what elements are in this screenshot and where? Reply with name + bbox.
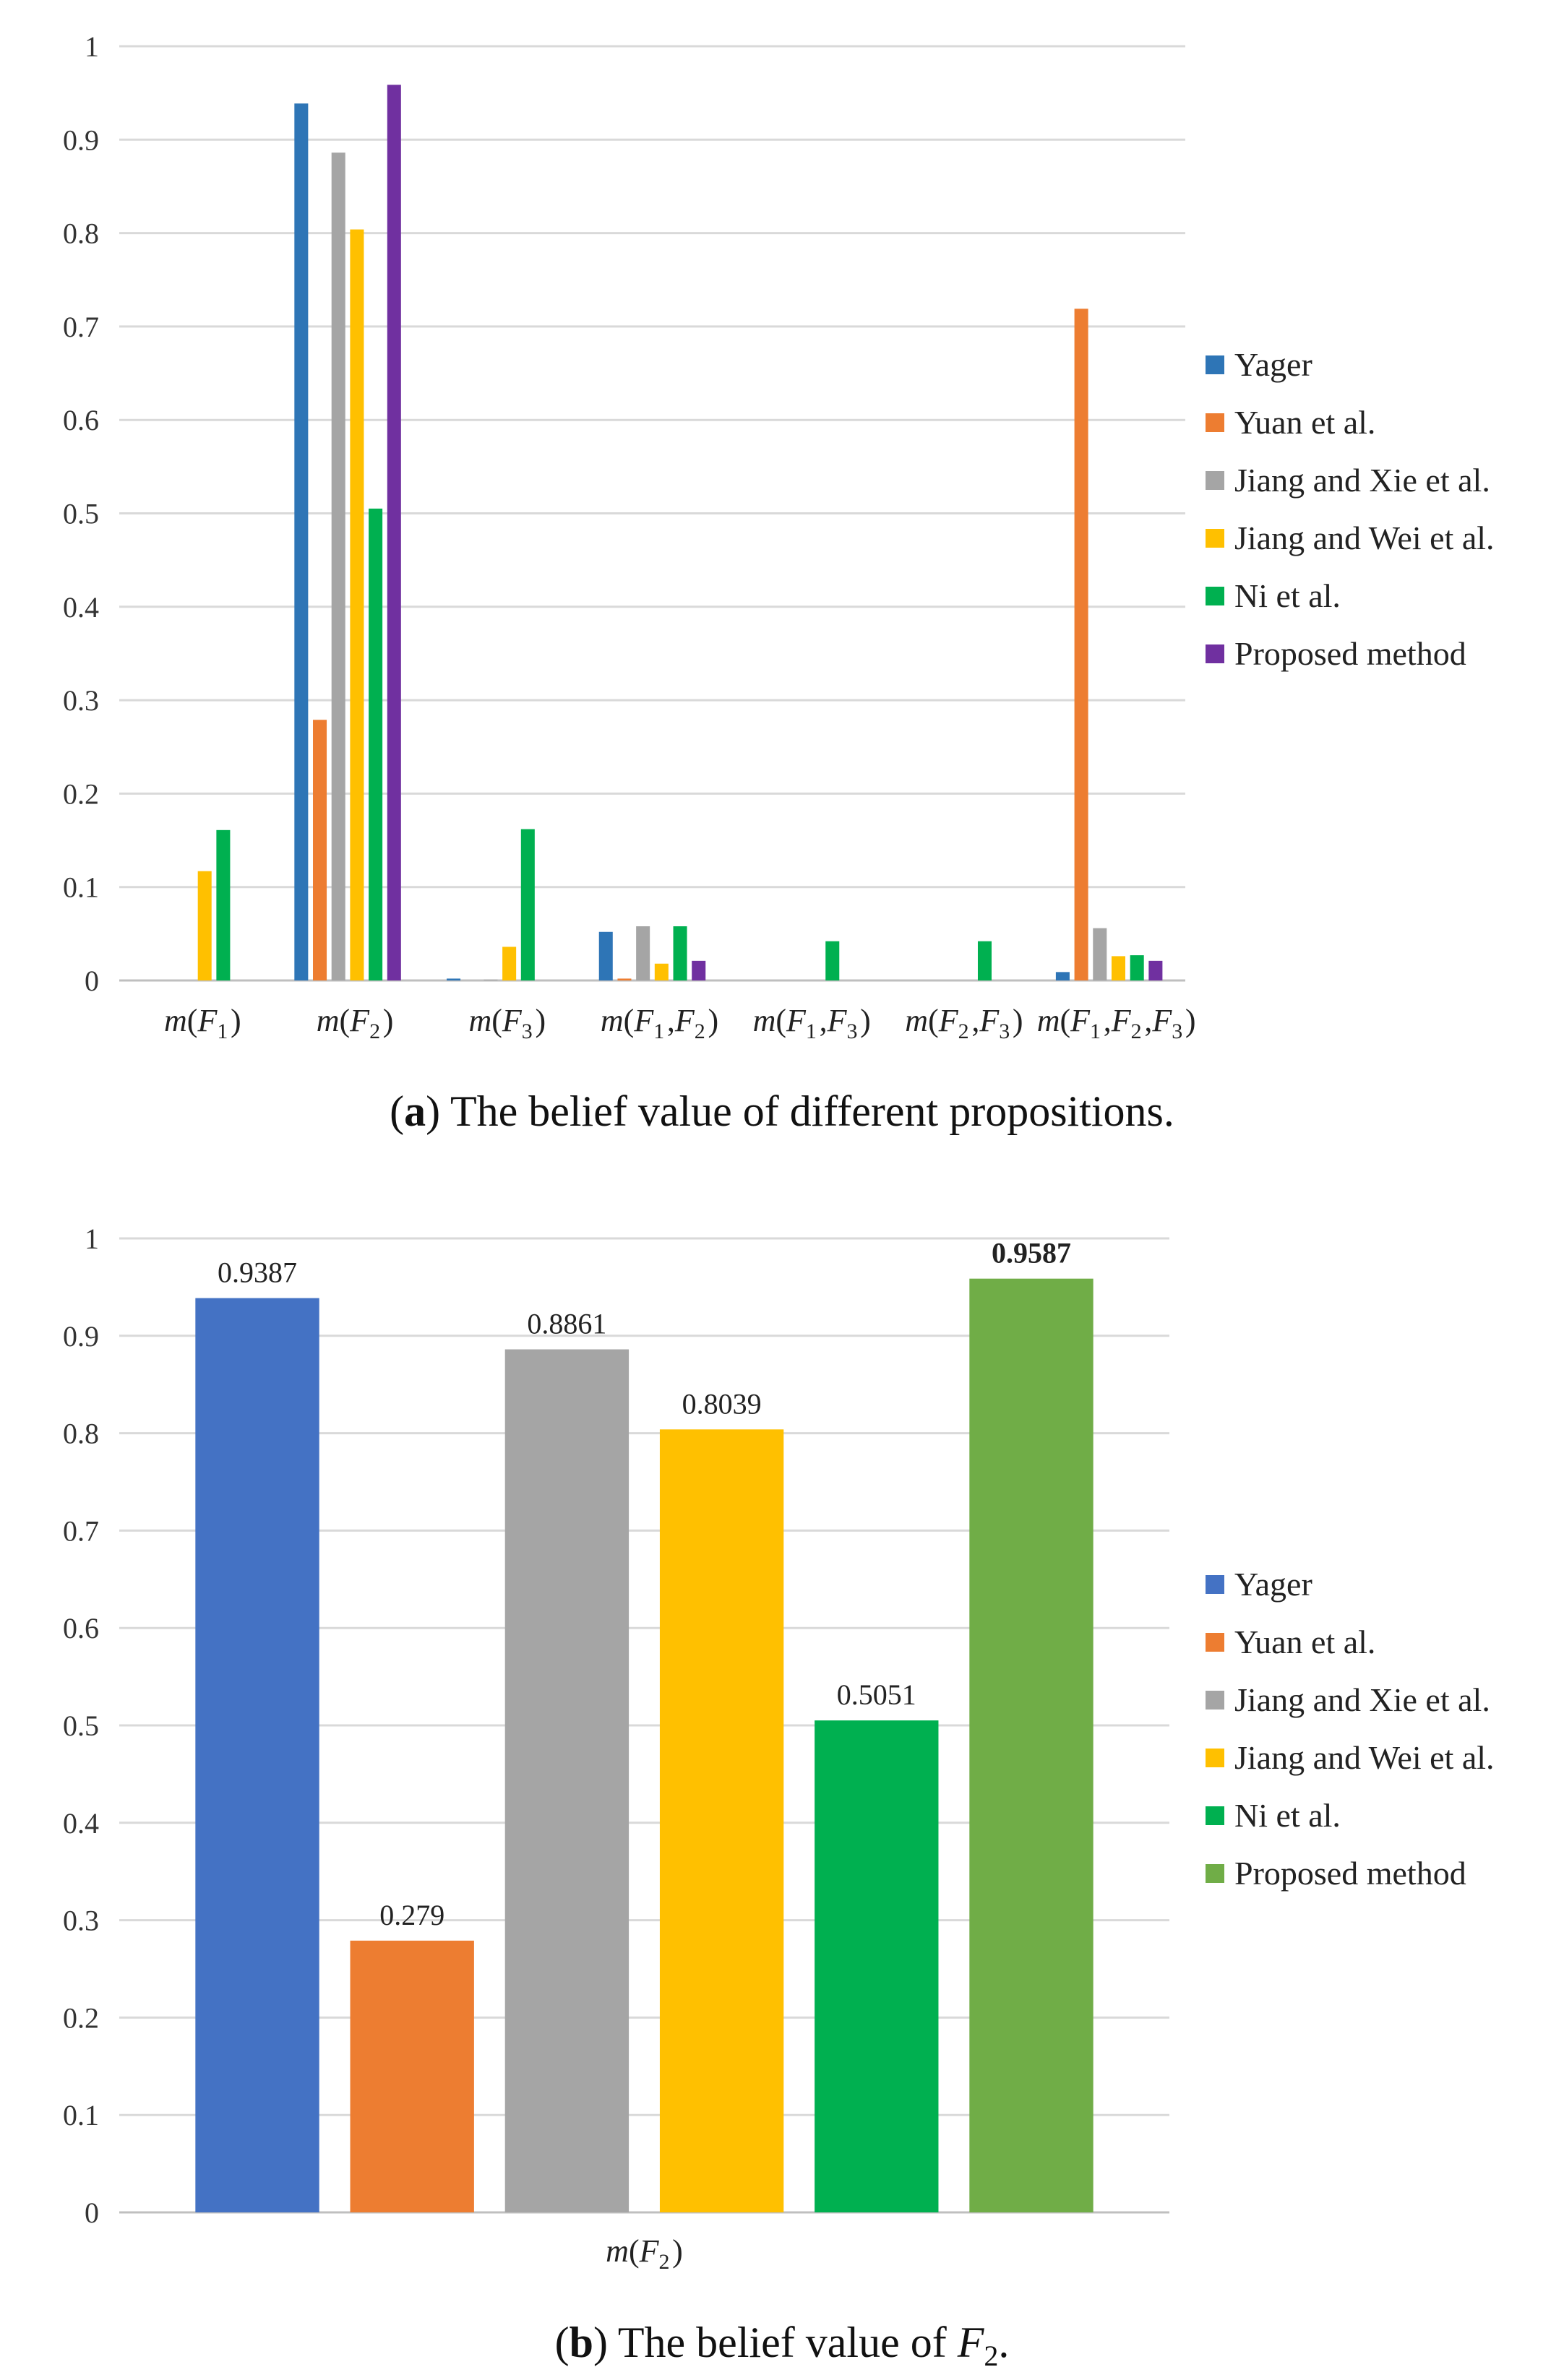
caption: (a) The belief value of different propos… — [390, 1087, 1174, 1135]
legend-swatch-ni-et-al — [1206, 1806, 1224, 1825]
y-tick-label: 0 — [85, 965, 99, 997]
y-tick-label: 0.9 — [63, 124, 99, 156]
legend-swatch-jiang-and-xie-et-al — [1206, 471, 1224, 490]
x-category-label: m(F3 ) — [468, 1003, 546, 1043]
bar-ni-et-al — [520, 829, 535, 980]
x-category-label: m(F2 ) — [606, 2233, 683, 2274]
bar-jiang-and-wei-et-al — [197, 871, 212, 980]
legend-entry-ni-et-al: Ni et al. — [1234, 1797, 1341, 1834]
bar-jiang-and-xie-et-al — [636, 926, 650, 980]
bar-proposed-method — [692, 960, 706, 980]
legend-swatch-yuan-et-al — [1206, 1633, 1224, 1652]
bar-proposed-method — [1148, 960, 1163, 980]
y-tick-label: 0.4 — [63, 591, 99, 624]
caption: (b) The belief value of F2. — [555, 2319, 1010, 2372]
legend-swatch-ni-et-al — [1206, 587, 1224, 605]
x-category-label: m(F1 ,F3 ) — [753, 1003, 871, 1043]
y-tick-label: 0.7 — [63, 1514, 99, 1547]
bar-yuan-et-al — [617, 978, 632, 980]
data-label-ni-et-al: 0.5051 — [837, 1678, 916, 1711]
y-tick-label: 0.6 — [63, 404, 99, 436]
legend-entry-jiang-and-xie-et-al: Jiang and Xie et al. — [1234, 462, 1490, 499]
data-label-jiang-and-xie-et-al: 0.8861 — [527, 1308, 606, 1340]
bar-ni-et-al — [1130, 955, 1144, 980]
bar-yager — [1055, 972, 1070, 980]
data-label-yager: 0.9387 — [218, 1256, 297, 1289]
legend-entry-jiang-and-wei-et-al: Jiang and Wei et al. — [1234, 519, 1495, 556]
y-tick-label: 0.5 — [63, 1709, 99, 1742]
legend-entry-yuan-et-al: Yuan et al. — [1234, 1624, 1375, 1660]
bar-ni-et-al — [825, 941, 840, 980]
legend-swatch-proposed-method — [1206, 644, 1224, 663]
data-label-jiang-and-wei-et-al: 0.8039 — [682, 1387, 762, 1420]
y-tick-label: 0.6 — [63, 1612, 99, 1644]
bar-jiang-and-xie-et-al — [1093, 928, 1107, 980]
bar-yager — [294, 103, 309, 981]
bar-proposed-method — [387, 85, 401, 981]
bar-proposed-method — [969, 1278, 1093, 2212]
x-category-label: m(F2 ) — [317, 1003, 394, 1043]
legend-entry-yuan-et-al: Yuan et al. — [1234, 404, 1375, 441]
bar-ni-et-al — [673, 926, 687, 980]
y-tick-label: 1 — [85, 30, 99, 63]
bar-jiang-and-wei-et-al — [350, 229, 364, 980]
legend-swatch-jiang-and-xie-et-al — [1206, 1691, 1224, 1709]
bar-jiang-and-wei-et-al — [654, 963, 669, 980]
bar-ni-et-al — [815, 1720, 939, 2212]
y-tick-label: 0.9 — [63, 1320, 99, 1353]
legend-entry-ni-et-al: Ni et al. — [1234, 577, 1341, 614]
legend-swatch-yager — [1206, 1575, 1224, 1594]
y-tick-label: 0.8 — [63, 1418, 99, 1450]
legend-swatch-jiang-and-wei-et-al — [1206, 529, 1224, 548]
x-category-label: m(F1 ,F2 ,F3 ) — [1037, 1003, 1196, 1043]
legend-entry-proposed-method: Proposed method — [1234, 1855, 1466, 1892]
y-tick-label: 0.5 — [63, 498, 99, 530]
y-tick-label: 0.8 — [63, 217, 99, 250]
y-tick-label: 0.2 — [63, 777, 99, 810]
legend-entry-jiang-and-xie-et-al: Jiang and Xie et al. — [1234, 1681, 1490, 1718]
legend-entry-proposed-method: Proposed method — [1234, 635, 1466, 672]
bar-jiang-and-wei-et-al — [502, 947, 517, 980]
chart-a: 0 0.1 0.2 0.3 0.4 0.5 0.6 0.7 0.8 0.9 1 m(F1 ) m(F2 … — [63, 30, 1495, 1135]
y-tick-label: 0.1 — [63, 871, 99, 904]
y-tick-label: 0 — [85, 2196, 99, 2229]
bar-ni-et-al — [216, 829, 231, 980]
bar-yager — [598, 931, 613, 980]
y-tick-label: 0.7 — [63, 311, 99, 343]
y-tick-label: 0.1 — [63, 2099, 99, 2131]
data-label-yuan-et-al: 0.279 — [379, 1899, 444, 1931]
y-tick-label: 0.3 — [63, 684, 99, 717]
bar-yager — [195, 1298, 319, 2212]
y-tick-label: 0.3 — [63, 1905, 99, 1937]
bar-ni-et-al — [369, 508, 383, 980]
x-category-label: m(F1 ) — [164, 1003, 241, 1043]
legend-entry-yager: Yager — [1234, 346, 1312, 383]
y-tick-label: 0.2 — [63, 2001, 99, 2034]
y-tick-label: 0.4 — [63, 1807, 99, 1840]
bar-yager — [447, 978, 461, 980]
chart-b: 0 0.1 0.2 0.3 0.4 0.5 0.6 0.7 0.8 0.9 1 0.9387 0.279… — [63, 1223, 1495, 2372]
x-category-label: m(F1 ,F2 ) — [601, 1003, 718, 1043]
legend-swatch-proposed-method — [1206, 1864, 1224, 1883]
bar-jiang-and-xie-et-al — [331, 152, 345, 980]
legend-swatch-jiang-and-wei-et-al — [1206, 1749, 1224, 1767]
bar-yuan-et-al — [1074, 309, 1088, 980]
data-label-proposed-method: 0.9587 — [992, 1237, 1071, 1269]
y-tick-label: 1 — [85, 1223, 99, 1255]
bar-jiang-and-wei-et-al — [659, 1429, 784, 2212]
bar-ni-et-al — [977, 941, 992, 980]
legend-swatch-yager — [1206, 355, 1224, 374]
bar-yuan-et-al — [350, 1940, 474, 2212]
x-category-label: m(F2 ,F3 ) — [905, 1003, 1023, 1043]
bar-jiang-and-wei-et-al — [1111, 956, 1126, 980]
legend-swatch-yuan-et-al — [1206, 413, 1224, 432]
legend-entry-yager: Yager — [1234, 1566, 1312, 1603]
legend-entry-jiang-and-wei-et-al: Jiang and Wei et al. — [1234, 1739, 1495, 1776]
bar-jiang-and-xie-et-al — [504, 1349, 630, 2212]
bar-yuan-et-al — [313, 720, 327, 980]
